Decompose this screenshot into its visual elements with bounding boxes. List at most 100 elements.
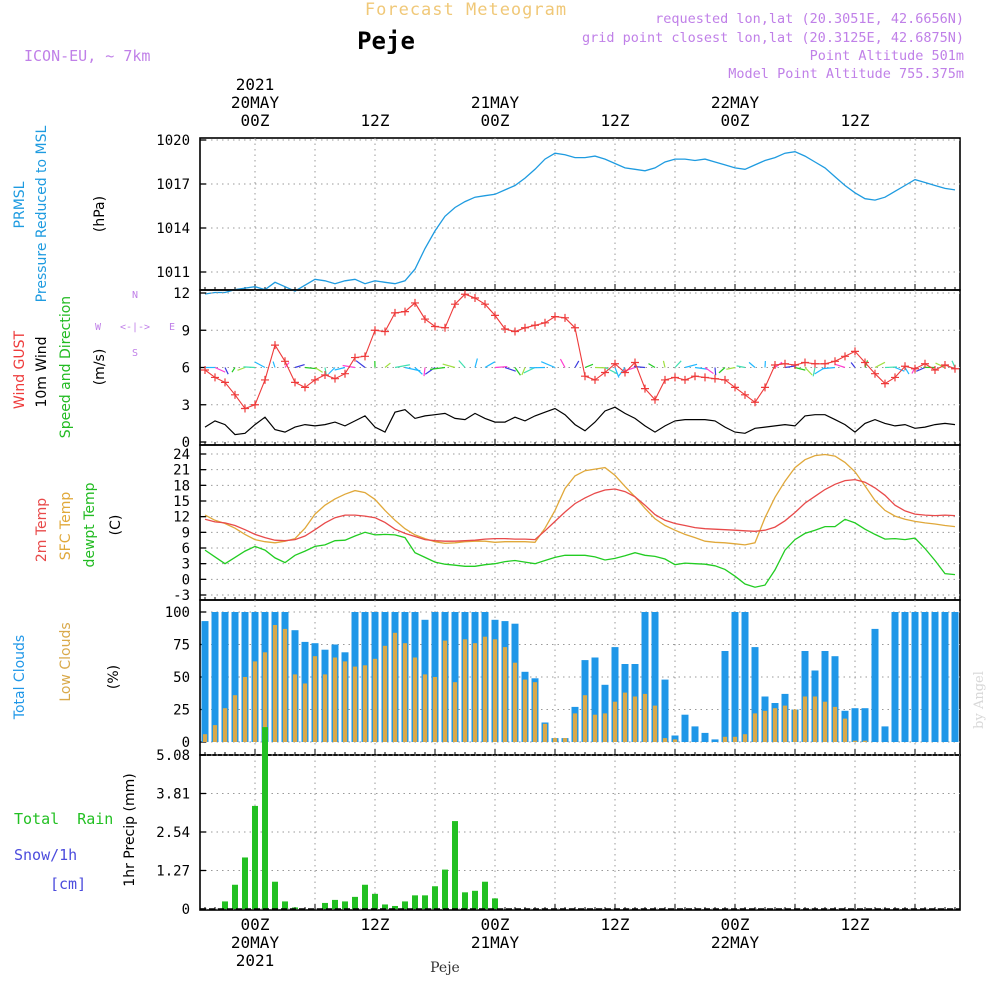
low-cloud-bar bbox=[772, 708, 778, 742]
bottom-time-label: 20MAY bbox=[231, 933, 280, 952]
rain-bar bbox=[462, 892, 468, 909]
wind-gust-marker bbox=[331, 374, 339, 383]
wind-gust-marker bbox=[791, 361, 799, 370]
sfc-temp-line bbox=[204, 453, 956, 546]
gridpoint-lonlat: grid point closest lon,lat (20.3125E, 42… bbox=[582, 30, 964, 46]
wind-direction-arrow bbox=[884, 366, 897, 369]
wind-gust-marker bbox=[431, 322, 439, 331]
low-cloud-bar bbox=[412, 657, 418, 742]
low-cloud-bar bbox=[612, 701, 618, 742]
wind-direction-arrow bbox=[484, 361, 496, 369]
wind-tick-label: 12 bbox=[173, 286, 190, 302]
pressure-frame bbox=[199, 137, 961, 291]
wind-gust-marker bbox=[921, 359, 929, 368]
wind-direction-arrow bbox=[494, 365, 508, 369]
wind-gust-marker bbox=[581, 372, 589, 381]
clouds-tick-label: 25 bbox=[173, 703, 190, 719]
pressure-tick-label: 1017 bbox=[156, 177, 190, 193]
precip-unit: 1hr Precip (mm) bbox=[122, 773, 138, 886]
total-cloud-bar bbox=[231, 612, 239, 742]
wind-gust-marker bbox=[251, 400, 259, 409]
low-cloud-bar bbox=[542, 723, 548, 742]
wind-direction-arrow bbox=[674, 360, 682, 368]
wind-gust-marker bbox=[701, 373, 709, 382]
credit-watermark: by Angel bbox=[972, 671, 987, 729]
total-cloud-bar bbox=[851, 708, 859, 742]
bottom-time-label: 00Z bbox=[721, 915, 750, 934]
wind-direction-arrow bbox=[821, 366, 836, 370]
wind-gust-marker bbox=[351, 353, 359, 362]
total-cloud-bar bbox=[831, 656, 839, 742]
total-cloud-bar bbox=[921, 612, 929, 742]
wind-unit: (m/s) bbox=[92, 349, 108, 386]
top-time-label: 00Z bbox=[721, 111, 750, 130]
low-cloud-bar bbox=[522, 679, 528, 742]
dewpt-label: dewpt Temp bbox=[82, 482, 98, 567]
low-cloud-bar bbox=[662, 738, 668, 742]
wind-gust-marker bbox=[361, 352, 369, 361]
wind-direction-arrow bbox=[458, 360, 466, 368]
bottom-time-label: 12Z bbox=[841, 915, 870, 934]
wind-direction-arrow bbox=[834, 363, 846, 369]
temp-tick-label: 12 bbox=[173, 510, 190, 526]
wind-direction-arrow bbox=[514, 367, 521, 376]
wind-gust-marker bbox=[541, 318, 549, 327]
temp-tick-label: 24 bbox=[173, 447, 190, 463]
panel-precip: 0 1.27 2.54 3.81 5.08 bbox=[156, 727, 961, 918]
wind-direction-arrow bbox=[355, 360, 366, 368]
wind-direction-arrow bbox=[736, 365, 746, 369]
low-cloud-bar bbox=[302, 683, 308, 742]
panel-pressure: 1011 1014 1017 1020 bbox=[156, 133, 961, 295]
rain-bar bbox=[392, 905, 398, 909]
compass-east: E bbox=[169, 322, 175, 333]
wind-gust-marker bbox=[871, 369, 879, 378]
wind-gust-marker bbox=[201, 365, 209, 374]
wind-direction-arrow bbox=[224, 367, 229, 375]
wind-direction-arrow bbox=[334, 366, 346, 371]
wind-direction-arrow bbox=[442, 363, 456, 369]
total-cloud-bar bbox=[941, 612, 949, 742]
wind-gust-marker bbox=[711, 374, 719, 383]
total-cloud-bar bbox=[871, 628, 879, 742]
compass-south: S bbox=[132, 348, 138, 359]
total-cloud-bar bbox=[731, 612, 739, 742]
wind-direction-arrow bbox=[804, 367, 813, 376]
wind-gust-marker bbox=[401, 307, 409, 316]
temp-unit: (C) bbox=[108, 515, 124, 536]
compass-arrows: <-|-> bbox=[120, 322, 150, 333]
wind-direction-arrow bbox=[237, 366, 246, 371]
wind-direction-arrow bbox=[474, 358, 478, 368]
wind-direction-arrow bbox=[384, 362, 391, 368]
wind-gust-marker bbox=[521, 323, 529, 332]
wind-gust-marker bbox=[841, 352, 849, 361]
wind-tick-label: 9 bbox=[182, 323, 190, 339]
wind-direction-arrow bbox=[304, 366, 317, 370]
low-cloud-bar bbox=[832, 706, 838, 742]
wind-gust-marker bbox=[601, 368, 609, 377]
wind-direction-arrow bbox=[684, 363, 698, 369]
rain-label: Total Rain bbox=[14, 810, 113, 828]
wind-gust-marker bbox=[631, 358, 639, 367]
wind-gust-marker bbox=[811, 359, 819, 368]
wind-direction-arrow bbox=[559, 358, 566, 368]
low-cloud-bar bbox=[392, 632, 398, 742]
wind-direction-arrow bbox=[794, 366, 806, 371]
total-cloud-bar bbox=[741, 612, 749, 742]
wind-gust-marker bbox=[861, 358, 869, 367]
low-cloud-bar bbox=[532, 682, 538, 742]
total-cloud-bar bbox=[881, 726, 889, 742]
point-altitude: Point Altitude 501m bbox=[810, 48, 964, 64]
wind-gust-marker bbox=[821, 359, 829, 368]
wind-direction-arrow bbox=[874, 361, 886, 369]
rain-bar bbox=[252, 805, 258, 909]
low-cloud-bar bbox=[862, 740, 868, 742]
low-cloud-bar bbox=[432, 677, 438, 742]
low-cloud-bar bbox=[252, 661, 258, 742]
low-cloud-bar bbox=[622, 692, 628, 742]
wind-gust-marker bbox=[451, 300, 459, 309]
low-cloud-bar bbox=[372, 658, 378, 742]
low-cloud-bar bbox=[342, 661, 348, 742]
wind-gust-marker bbox=[231, 390, 239, 399]
